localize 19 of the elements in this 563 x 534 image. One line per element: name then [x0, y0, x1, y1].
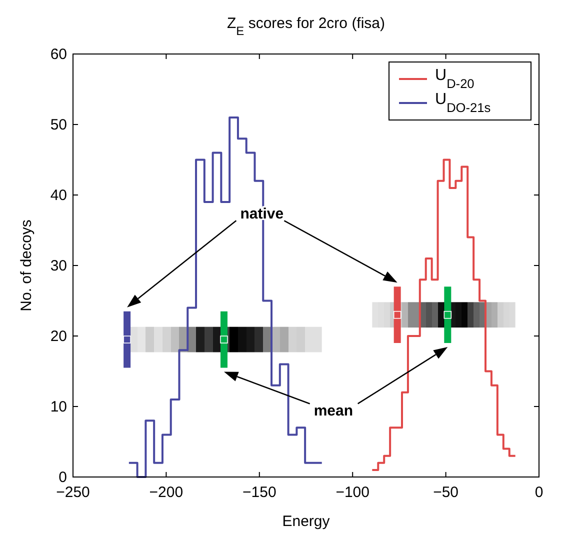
x-tick-label: −100 — [336, 484, 370, 501]
y-tick-label: 60 — [50, 46, 67, 63]
y-tick-label: 30 — [50, 258, 67, 274]
y-tick-label: 0 — [58, 469, 67, 486]
x-tick-label: −50 — [433, 484, 459, 501]
y-tick-label: 40 — [50, 187, 67, 204]
x-tick-label: −250 — [56, 484, 90, 501]
y-tick-label: 50 — [50, 116, 67, 134]
y-tick-label: 20 — [50, 328, 67, 345]
annotation: mean — [314, 402, 354, 420]
x-tick-label: 0 — [534, 484, 544, 501]
y-axis-title: No. of decoys — [18, 220, 35, 312]
x-tick-label: −150 — [242, 484, 276, 501]
legend-label: U$_{D-20}$ — [435, 67, 474, 90]
x-tick-label: −200 — [149, 484, 184, 501]
y-tick-label: 10 — [50, 398, 67, 416]
x-axis-title: Energy — [282, 513, 330, 530]
chart-title: Z$_{E}$ scores for 2cro (fisa) — [226, 15, 386, 38]
legend-label: U$_{DO-21s}$ — [435, 91, 491, 114]
